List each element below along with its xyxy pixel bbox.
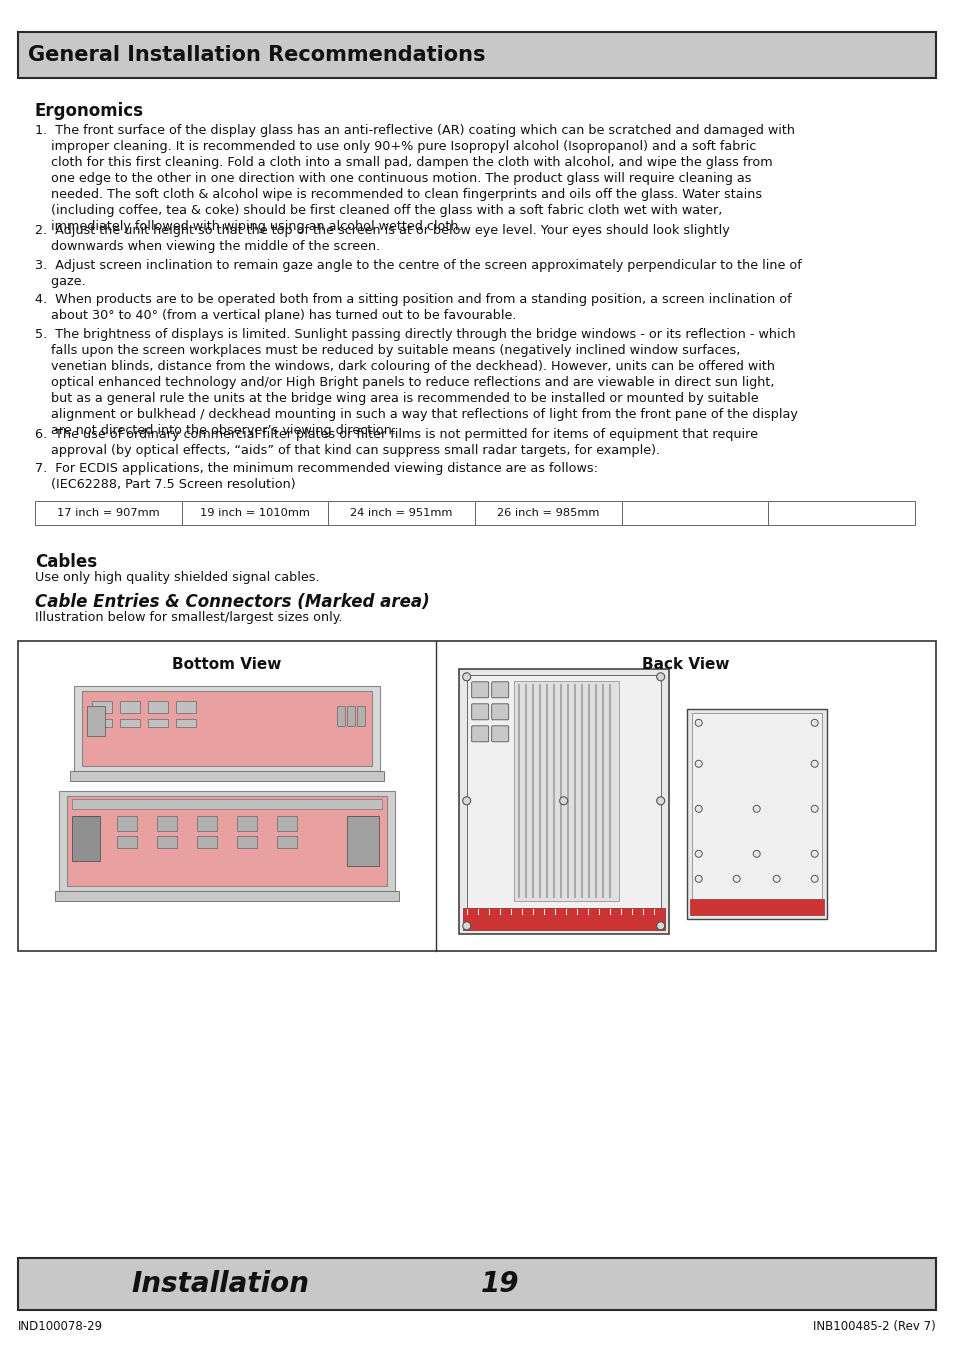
Bar [513, 680, 618, 900]
FancyBboxPatch shape [491, 726, 508, 741]
Bar [116, 815, 136, 830]
Bar [18, 32, 935, 78]
Bar [236, 815, 256, 830]
Text: Cables: Cables [35, 552, 97, 571]
Bar [347, 815, 378, 865]
Text: General Installation Recommendations: General Installation Recommendations [28, 45, 485, 65]
Circle shape [753, 806, 760, 813]
Circle shape [695, 806, 701, 813]
Bar [116, 836, 136, 848]
Circle shape [462, 922, 470, 930]
Bar [347, 706, 355, 726]
Bar [82, 691, 372, 765]
Bar [767, 501, 914, 525]
Bar [91, 718, 112, 726]
Circle shape [810, 850, 818, 857]
Bar [18, 1258, 935, 1310]
Circle shape [656, 922, 664, 930]
Bar [356, 706, 364, 726]
Bar [175, 701, 195, 713]
Bar [59, 791, 395, 891]
Bar [71, 815, 100, 861]
Text: 19: 19 [480, 1270, 518, 1297]
Circle shape [733, 875, 740, 883]
Bar [181, 501, 328, 525]
Circle shape [810, 760, 818, 767]
Bar [70, 771, 383, 780]
Bar [87, 706, 105, 736]
Bar [77, 836, 97, 848]
Bar [462, 907, 664, 930]
FancyBboxPatch shape [471, 682, 488, 698]
Circle shape [695, 720, 701, 726]
Bar [73, 686, 379, 771]
Circle shape [695, 875, 701, 883]
Text: 17 inch = 907mm: 17 inch = 907mm [57, 508, 159, 518]
Text: Ergonomics: Ergonomics [35, 103, 144, 120]
Circle shape [772, 875, 780, 883]
Circle shape [810, 875, 818, 883]
FancyBboxPatch shape [491, 703, 508, 720]
Bar [196, 836, 216, 848]
Text: 26 inch = 985mm: 26 inch = 985mm [497, 508, 598, 518]
Text: 7.  For ECDIS applications, the minimum recommended viewing distance are as foll: 7. For ECDIS applications, the minimum r… [35, 463, 598, 491]
Circle shape [695, 850, 701, 857]
Bar [156, 815, 176, 830]
Bar [686, 709, 826, 919]
Bar [67, 795, 386, 886]
FancyBboxPatch shape [471, 726, 488, 741]
Circle shape [810, 806, 818, 813]
Circle shape [753, 850, 760, 857]
FancyBboxPatch shape [491, 682, 508, 698]
Circle shape [656, 672, 664, 680]
Circle shape [656, 796, 664, 805]
Bar [276, 836, 296, 848]
Bar [236, 836, 256, 848]
Bar [196, 815, 216, 830]
Bar [689, 899, 822, 915]
Bar [120, 701, 140, 713]
Text: Cable Entries & Connectors (Marked area): Cable Entries & Connectors (Marked area) [35, 593, 429, 610]
Bar [336, 706, 344, 726]
Bar [148, 718, 168, 726]
Bar [328, 501, 475, 525]
Bar [148, 701, 168, 713]
Bar [276, 815, 296, 830]
Text: Installation: Installation [131, 1270, 309, 1297]
Circle shape [462, 796, 470, 805]
Text: Use only high quality shielded signal cables.: Use only high quality shielded signal ca… [35, 571, 319, 583]
Text: 1.  The front surface of the display glass has an anti-reflective (AR) coating w: 1. The front surface of the display glas… [35, 124, 794, 234]
Bar [621, 501, 767, 525]
Circle shape [462, 672, 470, 680]
Circle shape [695, 760, 701, 767]
Text: Back View: Back View [641, 657, 729, 672]
Text: Illustration below for smallest/largest sizes only.: Illustration below for smallest/largest … [35, 610, 342, 624]
Text: INB100485-2 (Rev 7): INB100485-2 (Rev 7) [812, 1320, 935, 1332]
Bar [466, 675, 660, 926]
Text: 4.  When products are to be operated both from a sitting position and from a sta: 4. When products are to be operated both… [35, 293, 791, 323]
Text: 6.  The use of ordinary commercial filter plates or filter films is not permitte: 6. The use of ordinary commercial filter… [35, 428, 758, 458]
Bar [175, 718, 195, 726]
Bar [77, 815, 97, 830]
Text: 2.  Adjust the unit height so that the top of the screen is at or below eye leve: 2. Adjust the unit height so that the to… [35, 224, 729, 254]
Text: 3.  Adjust screen inclination to remain gaze angle to the centre of the screen a: 3. Adjust screen inclination to remain g… [35, 259, 801, 288]
Bar [475, 501, 621, 525]
Bar [18, 641, 935, 950]
Bar [71, 799, 381, 809]
Bar [35, 501, 181, 525]
Bar [54, 891, 398, 900]
Text: 5.  The brightness of displays is limited. Sunlight passing directly through the: 5. The brightness of displays is limited… [35, 328, 797, 436]
FancyBboxPatch shape [471, 703, 488, 720]
Text: IND100078-29: IND100078-29 [18, 1320, 103, 1332]
Bar [156, 836, 176, 848]
Bar [458, 668, 668, 934]
Circle shape [810, 720, 818, 726]
Bar [120, 718, 140, 726]
Bar [91, 701, 112, 713]
Text: 19 inch = 1010mm: 19 inch = 1010mm [200, 508, 310, 518]
Circle shape [559, 796, 567, 805]
Bar [691, 713, 821, 913]
Text: Bottom View: Bottom View [172, 657, 281, 672]
Text: 24 inch = 951mm: 24 inch = 951mm [350, 508, 453, 518]
